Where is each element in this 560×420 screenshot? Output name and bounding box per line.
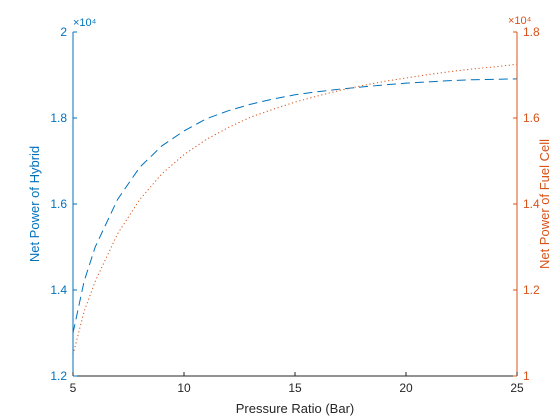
right-y-axis-label: Net Power of Fuel Cell: [537, 139, 552, 269]
plot-area: [73, 32, 517, 376]
right-y-tick-label: 1.4: [523, 197, 540, 211]
right-y-tick-label: 1.6: [523, 111, 540, 125]
series-layer: [72, 63, 518, 355]
right-exponent-label: ×10⁴: [508, 15, 532, 27]
left-y-tick-label: 1.8: [50, 111, 67, 125]
left-y-tick-label: 1.4: [50, 283, 67, 297]
left-exponent-label: ×10⁴: [73, 17, 97, 29]
x-tick-label: 5: [70, 381, 77, 395]
right-y-tick-label: 1.8: [523, 25, 540, 39]
x-tick-label: 10: [177, 381, 191, 395]
x-tick-label: 25: [510, 381, 524, 395]
x-tick-label: 15: [288, 381, 302, 395]
ticks-layer: 5 10 15 20 25 1.2 1.4 1.6 1.8 2 1 1.2 1.4 1.6 1.8: [50, 25, 540, 395]
x-tick-label: 20: [399, 381, 413, 395]
left-y-tick-label: 2: [60, 25, 67, 39]
right-y-tick-label: 1.2: [523, 283, 540, 297]
fuel-cell-power-series-line: [72, 63, 518, 355]
left-y-tick-label: 1.2: [50, 369, 67, 383]
left-y-axis-label: Net Power of Hybrid: [27, 146, 42, 262]
x-axis-label: Pressure Ratio (Bar): [236, 401, 354, 416]
left-y-tick-label: 1.6: [50, 197, 67, 211]
right-y-tick-label: 1: [523, 369, 530, 383]
hybrid-power-series-line: [72, 78, 518, 334]
